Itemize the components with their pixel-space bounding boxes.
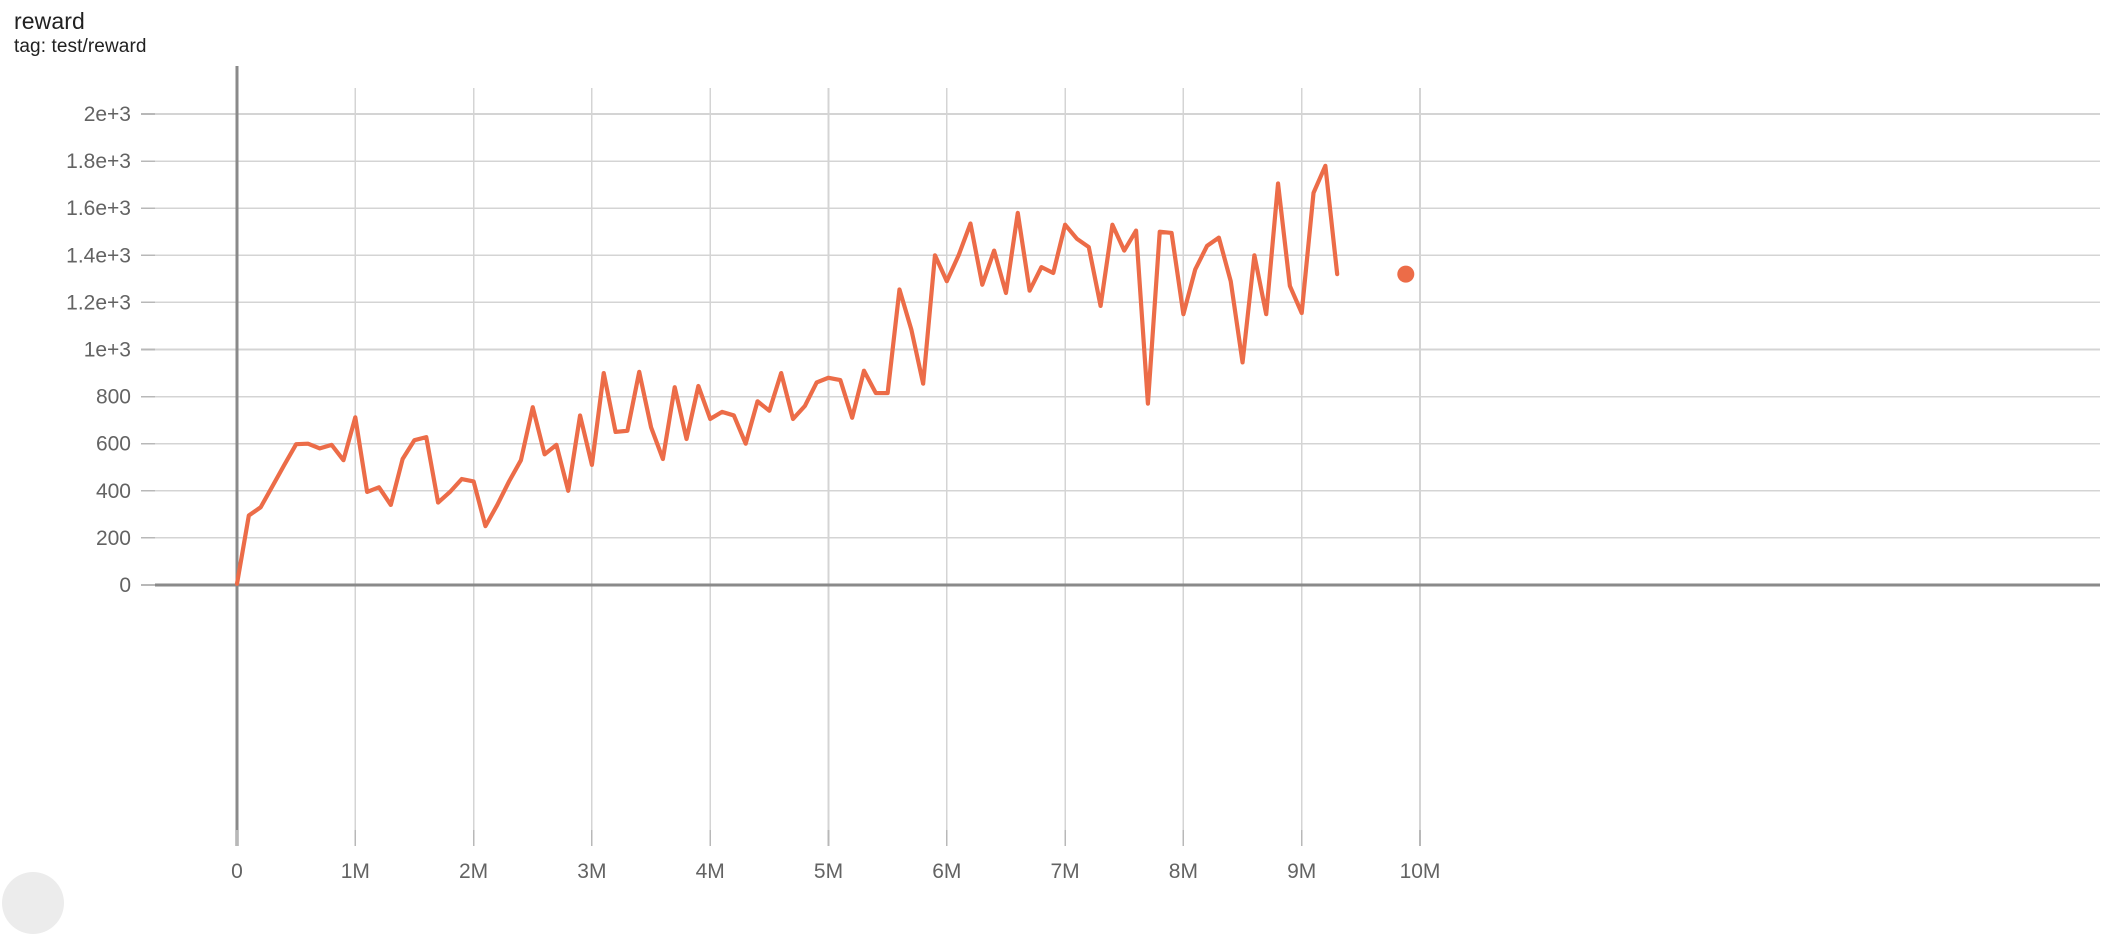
y-tick-label: 0 <box>119 574 131 597</box>
vertical-gridlines <box>354 88 1421 830</box>
y-tick-label: 600 <box>96 433 131 456</box>
chart-subtitle: tag: test/reward <box>14 36 147 57</box>
y-axis-ticks <box>141 113 155 586</box>
x-tick-label: 6M <box>932 860 961 883</box>
x-tick-label: 4M <box>696 860 725 883</box>
x-tick-label: 9M <box>1287 860 1316 883</box>
chart-header: reward tag: test/reward <box>14 8 914 59</box>
x-axis-ticks <box>236 830 1421 846</box>
y-tick-label: 2e+3 <box>84 103 131 126</box>
x-tick-label: 1M <box>341 860 370 883</box>
x-tick-label: 5M <box>814 860 843 883</box>
y-axis-tick-labels: 0 200 400 600 800 1e+3 1.2e+3 1.4e+3 1.6e+3 1.8e+… <box>66 103 131 597</box>
y-tick-label: 800 <box>96 386 131 409</box>
x-axis-tick-labels: 0 1M 2M 3M 4M 5M 6M 7M 8M 9M 10M <box>231 860 1440 883</box>
horizontal-gridlines <box>155 113 2100 539</box>
x-tick-label: 8M <box>1169 860 1198 883</box>
series-endpoint-marker[interactable] <box>1397 265 1415 283</box>
data-series-group[interactable] <box>234 163 1415 586</box>
chart-title: reward <box>14 8 85 34</box>
series-line[interactable] <box>234 163 1340 586</box>
y-tick-label: 1e+3 <box>84 339 131 362</box>
axis-lines <box>155 66 2100 846</box>
y-tick-label: 1.2e+3 <box>66 291 131 314</box>
plot-area[interactable]: 0 200 400 600 800 1e+3 1.2e+3 1.4e+3 1.6e+3 1.8e+… <box>0 0 2108 902</box>
x-tick-label: 2M <box>459 860 488 883</box>
y-tick-label: 400 <box>96 480 131 503</box>
x-tick-label: 7M <box>1051 860 1080 883</box>
y-tick-label: 1.8e+3 <box>66 150 131 173</box>
x-tick-label: 10M <box>1400 860 1441 883</box>
y-tick-label: 200 <box>96 527 131 550</box>
x-tick-label: 0 <box>231 860 243 883</box>
reward-line-chart-svg[interactable]: 0 200 400 600 800 1e+3 1.2e+3 1.4e+3 1.6e+3 1.8e+… <box>0 0 2108 902</box>
y-tick-label: 1.6e+3 <box>66 197 131 220</box>
y-tick-label: 1.4e+3 <box>66 244 131 267</box>
x-tick-label: 3M <box>577 860 606 883</box>
